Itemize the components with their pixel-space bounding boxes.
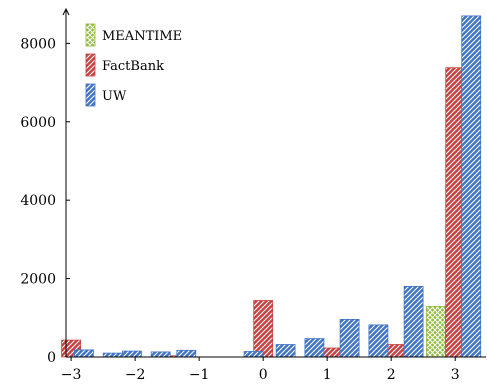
x-tick-label: −2 <box>125 367 146 383</box>
legend-label-meantime: MEANTIME <box>102 29 182 44</box>
bar-uw <box>243 351 264 358</box>
legend-swatch-uw <box>85 83 96 107</box>
axes-layer: −3 −2 −1 0 1 2 3 0 2000 4000 6000 8000 <box>20 7 486 383</box>
bar-uw <box>74 349 94 358</box>
bar-uw <box>176 349 197 358</box>
x-tick-label: 2 <box>387 367 396 383</box>
bar-uw <box>122 350 142 358</box>
bar-uw <box>461 15 482 358</box>
x-tick-label: 0 <box>259 367 268 383</box>
bar-uw <box>275 344 296 358</box>
legend-swatch-factbank <box>85 53 96 77</box>
x-tick-label: −1 <box>189 367 210 383</box>
y-tick-label: 6000 <box>20 115 56 131</box>
y-axis-arrow <box>62 7 70 16</box>
y-tick-label: 4000 <box>20 193 56 209</box>
legend-label-uw: UW <box>102 89 127 104</box>
bar-meantime <box>426 305 446 358</box>
legend-label-factbank: FactBank <box>102 59 164 74</box>
bar-factbank <box>253 300 274 358</box>
y-tick-label: 8000 <box>20 36 56 52</box>
bar-uw <box>304 338 325 358</box>
bar-uw <box>102 352 123 358</box>
bar-uw <box>339 318 360 358</box>
bar-uw <box>368 324 389 358</box>
bar-uw <box>150 351 171 358</box>
bar-uw <box>403 285 424 358</box>
x-tick-label: −3 <box>61 367 82 383</box>
x-tick-label: 1 <box>323 367 332 383</box>
y-tick-label: 2000 <box>20 272 56 288</box>
legend-swatch-meantime <box>85 23 96 47</box>
y-tick-label: 0 <box>47 350 56 366</box>
x-tick-label: 3 <box>451 367 460 383</box>
legend: MEANTIME FactBank UW <box>85 23 182 107</box>
